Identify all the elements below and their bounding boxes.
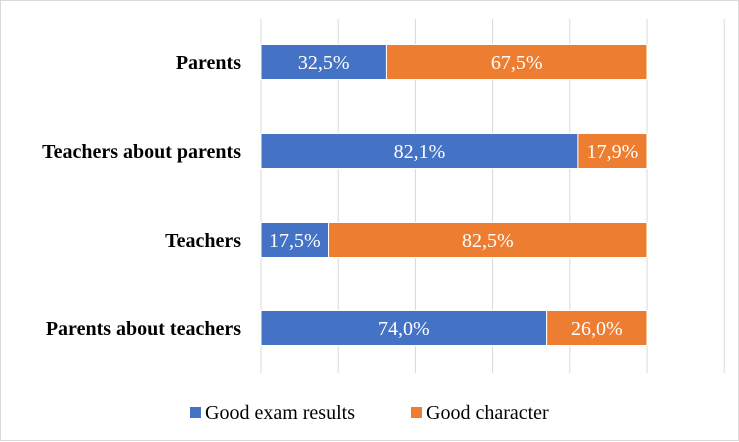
- bar-segment: [328, 222, 648, 258]
- category-label: Teachers about parents: [42, 141, 241, 163]
- bar-segment: [577, 133, 648, 169]
- data-label: 26,0%: [571, 318, 623, 340]
- data-label: 17,5%: [269, 230, 321, 252]
- data-label: 74,0%: [378, 318, 430, 340]
- legend-label: Good character: [426, 402, 549, 424]
- bar-segment: [260, 133, 579, 169]
- category-label: Teachers: [165, 230, 241, 252]
- bar-segment: [546, 310, 648, 346]
- legend: Good exam results Good character: [190, 402, 549, 424]
- data-label: 82,5%: [462, 230, 514, 252]
- bar-segment: [385, 44, 648, 80]
- legend-swatch: [411, 407, 422, 418]
- data-label: 67,5%: [491, 52, 543, 74]
- legend-label: Good exam results: [205, 402, 355, 424]
- category-label: Parents: [176, 52, 241, 74]
- data-label: 32,5%: [298, 52, 350, 74]
- category-labels: Parents Teachers about parents Teachers Par…: [42, 52, 241, 340]
- category-label: Parents about teachers: [46, 318, 241, 340]
- data-label: 17,9%: [587, 141, 639, 163]
- legend-swatch: [190, 407, 201, 418]
- bars: 32,5% 67,5% 82,1% 17,9% 17,5% 82,5% 74,0% 26,0%: [260, 44, 648, 346]
- bar-segment: [260, 44, 387, 80]
- bar-segment: [260, 222, 330, 258]
- data-label: 82,1%: [394, 141, 446, 163]
